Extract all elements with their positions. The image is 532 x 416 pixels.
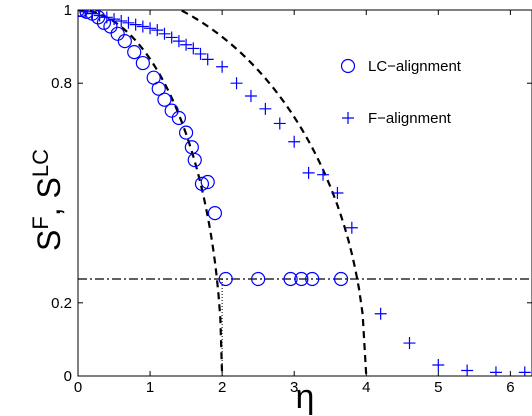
f-data-point [518, 366, 531, 376]
y-tick-label: 1 [64, 2, 72, 19]
f-data-point [93, 10, 106, 22]
lc-data-point [164, 103, 179, 118]
f-data-point [302, 166, 315, 179]
lc-data-point [117, 34, 132, 49]
lc-data-point [251, 271, 266, 287]
x-tick-label: 2 [218, 379, 226, 396]
lc-data-point [127, 44, 142, 60]
f-data-point [489, 366, 502, 376]
lc-data-point [218, 271, 233, 287]
y-axis-label: SF, SLC [28, 149, 67, 251]
lc-data-point [207, 206, 223, 221]
f-data-point [432, 359, 445, 372]
lc-data-point [157, 92, 172, 107]
f-data-point [259, 102, 272, 115]
x-axis-label: η [296, 378, 315, 416]
x-tick-label: 4 [362, 379, 370, 396]
lc-data-point [194, 176, 210, 191]
f-data-point [158, 27, 171, 40]
lc-data-point [151, 81, 166, 96]
f-data-point [216, 60, 229, 73]
legend: LC−alignment F−alignment [340, 58, 462, 127]
f-data-point [86, 10, 99, 20]
x-axis-ticks: 0 1 2 3 4 5 6 [74, 10, 515, 396]
plot-area [78, 10, 532, 376]
y-axis-label-text: SF, SLC [28, 149, 67, 251]
x-tick-label: 6 [506, 379, 514, 396]
lc-data-point [178, 125, 194, 140]
y-tick-label: 0.2 [51, 295, 72, 312]
lc-data-point [103, 19, 118, 34]
lc-data-point [283, 271, 298, 287]
f-data-point [172, 35, 185, 48]
plot-frame [77, 9, 532, 377]
f-data-point [194, 47, 207, 60]
lc-data-point [305, 271, 320, 287]
f-data-point [273, 117, 286, 130]
f-data-point [201, 53, 214, 66]
legend-label: LC−alignment [368, 58, 462, 75]
f-data-point [403, 337, 416, 350]
f-data-point [244, 90, 257, 103]
f-data-point [144, 22, 157, 35]
f-data-point [331, 187, 344, 199]
f-data-point [100, 11, 113, 24]
x-tick-label: 3 [290, 379, 298, 396]
legend-circle-marker [340, 58, 356, 74]
x-tick-label: 5 [434, 379, 442, 396]
f-data-point [317, 168, 330, 181]
x-tick-label: 1 [146, 379, 154, 396]
f-data-point [108, 13, 121, 26]
f-data-point [374, 307, 387, 320]
legend-label: F−alignment [368, 110, 452, 127]
f-data-point [136, 20, 149, 33]
f-data-point [230, 77, 243, 90]
x-tick-label: 0 [74, 379, 82, 396]
f-data-point [288, 135, 301, 148]
f-data-point [79, 10, 92, 18]
f-data-point [461, 364, 474, 376]
f-data-point [187, 42, 200, 55]
lc-data-point [187, 152, 202, 168]
y-tick-label: 0.8 [51, 75, 72, 92]
lc-data-point [200, 174, 215, 190]
f-data-point [129, 18, 142, 31]
legend-plus-marker [342, 112, 354, 124]
lc-data-point [294, 271, 309, 287]
f-data-point [151, 24, 164, 37]
fit-curve [78, 10, 224, 376]
f-data-point [115, 14, 128, 27]
lc-data-point [333, 271, 349, 287]
lc-data-point [135, 55, 150, 71]
f-data-point [165, 31, 178, 44]
y-tick-label: 0 [64, 368, 72, 385]
lc-data-point [110, 26, 125, 41]
f-data-point [122, 16, 135, 29]
y-axis-ticks: 0 0.2 0.8 1 [51, 2, 532, 385]
fit-curve [178, 10, 368, 376]
f-data-point [345, 221, 358, 234]
lc-data-point [171, 110, 186, 126]
f-data-point [180, 38, 193, 51]
